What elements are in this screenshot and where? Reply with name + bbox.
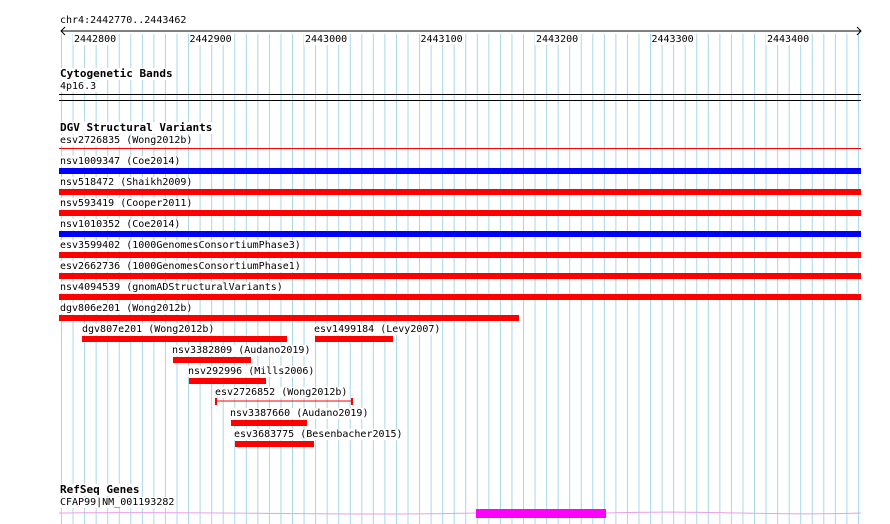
cytoband-track-title: Cytogenetic Bands (59, 67, 174, 80)
dgv-track-title: DGV Structural Variants (59, 121, 214, 134)
variant-bar[interactable] (59, 189, 861, 195)
variant-bar[interactable] (189, 378, 266, 384)
ruler-tick-label: 2443100 (419, 34, 464, 45)
variant-label[interactable]: nsv1010352 (Coe2014) (59, 219, 182, 230)
variant-bar[interactable] (59, 273, 861, 279)
variant-label[interactable]: nsv518472 (Shaikh2009) (59, 177, 194, 188)
variant-bar[interactable] (235, 441, 314, 447)
ruler-tick-label: 2442800 (73, 34, 118, 45)
variant-label[interactable]: esv1499184 (Levy2007) (313, 324, 442, 335)
gene-label[interactable]: CFAP99|NM_001193282 (59, 497, 176, 508)
variant-label[interactable]: nsv593419 (Cooper2011) (59, 198, 194, 209)
variant-label[interactable]: nsv3387660 (Audano2019) (229, 408, 370, 419)
variant-bar[interactable] (215, 397, 355, 407)
variant-bar[interactable] (59, 315, 519, 321)
ruler-tick-label: 2443000 (304, 34, 349, 45)
variant-label[interactable]: dgv806e201 (Wong2012b) (59, 303, 194, 314)
variant-label[interactable]: dgv807e201 (Wong2012b) (81, 324, 216, 335)
variant-bar[interactable] (59, 252, 861, 258)
ruler-tick-label: 2443400 (766, 34, 811, 45)
cytoband-label: 4p16.3 (59, 81, 98, 92)
cytoband-line-bottom (59, 100, 861, 101)
variant-bar[interactable] (173, 357, 251, 363)
variant-label[interactable]: esv3683775 (Besenbacher2015) (233, 429, 404, 440)
refseq-track-title: RefSeq Genes (59, 483, 141, 496)
variant-label[interactable]: esv2726852 (Wong2012b) (214, 387, 349, 398)
variant-bar[interactable] (315, 336, 393, 342)
variant-label[interactable]: esv3599402 (1000GenomesConsortiumPhase3) (59, 240, 302, 251)
variant-label[interactable]: nsv292996 (Mills2006) (187, 366, 316, 377)
ruler-tick-label: 2442900 (188, 34, 233, 45)
cytoband-line-top (59, 94, 861, 95)
variant-bar[interactable] (59, 231, 861, 237)
variant-label[interactable]: nsv3382809 (Audano2019) (171, 345, 312, 356)
location-label: chr4:2442770..2443462 (59, 15, 188, 26)
variant-bar[interactable] (82, 336, 287, 342)
variant-bar[interactable] (59, 294, 861, 300)
variant-bar[interactable] (231, 420, 307, 426)
gene-model[interactable] (0, 506, 890, 524)
variant-bar[interactable] (59, 168, 861, 174)
variant-label[interactable]: nsv4094539 (gnomADStructuralVariants) (59, 282, 284, 293)
variant-label[interactable]: nsv1009347 (Coe2014) (59, 156, 182, 167)
ruler-tick-label: 2443200 (535, 34, 580, 45)
variant-bar[interactable] (59, 148, 861, 149)
variant-label[interactable]: esv2726835 (Wong2012b) (59, 135, 194, 146)
variant-label[interactable]: esv2662736 (1000GenomesConsortiumPhase1) (59, 261, 302, 272)
variant-bar[interactable] (59, 210, 861, 216)
ruler-tick-label: 2443300 (650, 34, 695, 45)
ruler-axis (60, 26, 862, 36)
